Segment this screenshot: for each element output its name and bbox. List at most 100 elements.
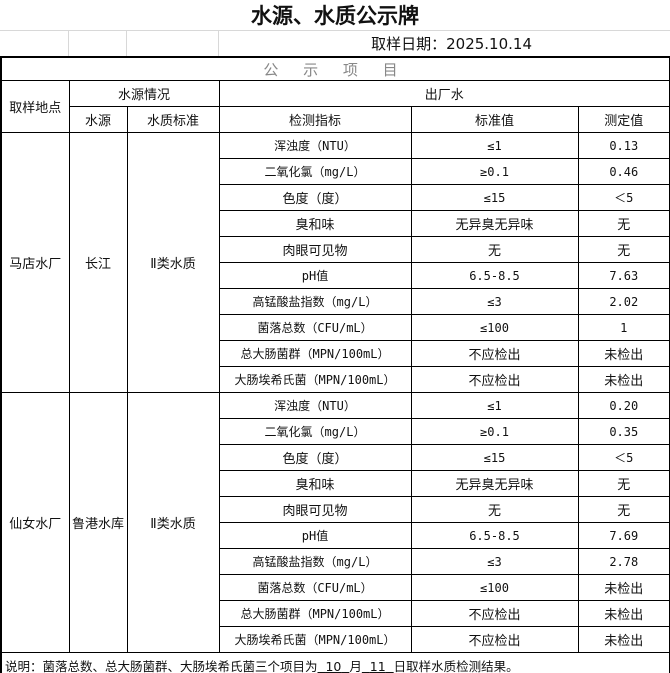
header-site: 取样地点 bbox=[0, 80, 70, 133]
measured-cell: 7.69 bbox=[577, 522, 670, 549]
note-month-value: 10 bbox=[325, 659, 342, 673]
indicator-cell: 浑浊度（NTU） bbox=[218, 132, 412, 159]
standard-cell: ≤3 bbox=[410, 548, 579, 575]
indicator-cell: 菌落总数（CFU/mL） bbox=[218, 314, 412, 341]
standard-cell: ≥0.1 bbox=[410, 158, 579, 185]
header-source-info: 水源情况 bbox=[68, 80, 220, 107]
note-day: 11 bbox=[362, 659, 394, 673]
section-header: 公 示 项 目 bbox=[0, 56, 670, 81]
standard-cell: 不应检出 bbox=[410, 600, 579, 627]
header-standard-class: 水质标准 bbox=[126, 106, 220, 133]
table-row: 二氧化氯（mg/L） ≥0.1 0.46 bbox=[1, 158, 670, 185]
standard-cell: ≤100 bbox=[410, 314, 579, 341]
page-title: 水源、水质公示牌 bbox=[251, 3, 419, 28]
header-standard: 标准值 bbox=[410, 106, 579, 133]
standard-cell: 不应检出 bbox=[410, 340, 579, 367]
indicator-cell: 色度（度） bbox=[218, 444, 412, 471]
note-day-value: 11 bbox=[369, 659, 386, 673]
indicator-cell: 二氧化氯（mg/L） bbox=[218, 158, 412, 185]
standard-cell: 无异臭无异味 bbox=[410, 210, 579, 237]
footnote: 说明：菌落总数、总大肠菌群、大肠埃希氏菌三个项目为 10 月 11 日取样水质检… bbox=[0, 652, 670, 673]
indicator-cell: pH值 bbox=[218, 522, 412, 549]
table-row: 菌落总数（CFU/mL） ≤100 未检出 bbox=[1, 574, 670, 601]
measured-cell: ＜5 bbox=[577, 184, 670, 211]
indicator-cell: 菌落总数（CFU/mL） bbox=[218, 574, 412, 601]
indicator-cell: pH值 bbox=[218, 262, 412, 289]
water-source: 长江 bbox=[68, 132, 128, 393]
indicator-cell: 浑浊度（NTU） bbox=[218, 392, 412, 419]
indicator-cell: 总大肠菌群（MPN/100mL） bbox=[218, 600, 412, 627]
table-row: 臭和味 无异臭无异味无 bbox=[1, 210, 670, 237]
standard-cell: ≤15 bbox=[410, 444, 579, 471]
table-row: 菌落总数（CFU/mL） ≤100 1 bbox=[1, 314, 670, 341]
measured-cell: 2.78 bbox=[577, 548, 670, 575]
standard-cell: ≤1 bbox=[410, 132, 579, 159]
indicator-cell: 臭和味 bbox=[218, 210, 412, 237]
header-indicator: 检测指标 bbox=[218, 106, 412, 133]
indicator-cell: 高锰酸盐指数（mg/L） bbox=[218, 548, 412, 575]
indicator-cell: 肉眼可见物 bbox=[218, 236, 412, 263]
measured-cell: 无 bbox=[577, 470, 670, 497]
measured-cell: 未检出 bbox=[577, 574, 670, 601]
measured-cell: 0.20 bbox=[577, 392, 670, 419]
measured-cell: 未检出 bbox=[577, 340, 670, 367]
table-row: pH值 6.5-8.5 7.69 bbox=[1, 522, 670, 549]
standard-cell: 6.5-8.5 bbox=[410, 522, 579, 549]
site-name: 马店水厂 bbox=[0, 132, 70, 393]
table-row: pH值 6.5-8.5 7.63 bbox=[1, 262, 670, 289]
measured-cell: 0.35 bbox=[577, 418, 670, 445]
water-source: 鲁港水库 bbox=[68, 392, 128, 653]
table-row: 大肠埃希氏菌（MPN/100mL） 不应检出 未检出 bbox=[1, 626, 670, 653]
table-row: 马店水厂 长江 Ⅱ类水质 浑浊度（NTU） ≤1 0.13 bbox=[0, 132, 670, 393]
table-row: 高锰酸盐指数（mg/L） ≤3 2.02 bbox=[1, 288, 670, 315]
standard-cell: ≤100 bbox=[410, 574, 579, 601]
measured-cell: 未检出 bbox=[577, 600, 670, 627]
note-suffix: 日取样水质检测结果。 bbox=[393, 659, 519, 673]
measured-cell: 2.02 bbox=[577, 288, 670, 315]
header-outlet: 出厂水 bbox=[218, 80, 670, 107]
sampling-date: 取样日期：2025.10.14 bbox=[371, 35, 532, 53]
water-quality-table: 公 示 项 目 取样地点 水源情况 出厂水 水源 水质标准 检测指标 标准值 测… bbox=[0, 56, 670, 673]
water-class: Ⅱ类水质 bbox=[126, 392, 220, 653]
indicator-cell: 总大肠菌群（MPN/100mL） bbox=[218, 340, 412, 367]
measured-cell: 无 bbox=[577, 496, 670, 523]
standard-cell: 无 bbox=[410, 496, 579, 523]
indicator-cell: 色度（度） bbox=[218, 184, 412, 211]
indicator-cell: 肉眼可见物 bbox=[218, 496, 412, 523]
header-source: 水源 bbox=[68, 106, 128, 133]
standard-cell: ≤3 bbox=[410, 288, 579, 315]
measured-cell: 0.46 bbox=[577, 158, 670, 185]
table-row: 仙女水厂 鲁港水库 Ⅱ类水质 浑浊度（NTU） ≤1 0.20 bbox=[0, 392, 670, 653]
standard-cell: ≤15 bbox=[410, 184, 579, 211]
table-row: 肉眼可见物无无 bbox=[1, 236, 670, 263]
water-class: Ⅱ类水质 bbox=[126, 132, 220, 393]
note-month-label: 月 bbox=[349, 659, 362, 673]
standard-cell: 无 bbox=[410, 236, 579, 263]
site-name: 仙女水厂 bbox=[0, 392, 70, 653]
note-prefix: 说明：菌落总数、总大肠菌群、大肠埃希氏菌三个项目为 bbox=[5, 659, 318, 673]
standard-cell: 不应检出 bbox=[410, 366, 579, 393]
measured-cell: 0.13 bbox=[577, 132, 670, 159]
measured-cell: 未检出 bbox=[577, 626, 670, 653]
table-row: 色度（度） ≤15 ＜5 bbox=[1, 184, 670, 211]
indicator-cell: 大肠埃希氏菌（MPN/100mL） bbox=[218, 366, 412, 393]
standard-cell: 6.5-8.5 bbox=[410, 262, 579, 289]
standard-cell: 不应检出 bbox=[410, 626, 579, 653]
measured-cell: 未检出 bbox=[577, 366, 670, 393]
indicator-cell: 臭和味 bbox=[218, 470, 412, 497]
header-measured: 测定值 bbox=[577, 106, 670, 133]
measured-cell: ＜5 bbox=[577, 444, 670, 471]
standard-cell: ≤1 bbox=[410, 392, 579, 419]
table-row: 高锰酸盐指数（mg/L） ≤3 2.78 bbox=[1, 548, 670, 575]
indicator-cell: 二氧化氯（mg/L） bbox=[218, 418, 412, 445]
indicator-cell: 大肠埃希氏菌（MPN/100mL） bbox=[218, 626, 412, 653]
measured-cell: 无 bbox=[577, 236, 670, 263]
measured-cell: 7.63 bbox=[577, 262, 670, 289]
note-month: 10 bbox=[318, 659, 350, 673]
indicator-cell: 高锰酸盐指数（mg/L） bbox=[218, 288, 412, 315]
measured-cell: 无 bbox=[577, 210, 670, 237]
standard-cell: ≥0.1 bbox=[410, 418, 579, 445]
measured-cell: 1 bbox=[577, 314, 670, 341]
standard-cell: 无异臭无异味 bbox=[410, 470, 579, 497]
